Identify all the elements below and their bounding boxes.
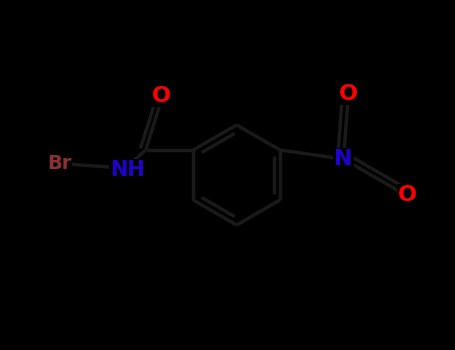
Text: N: N xyxy=(334,149,353,169)
Text: O: O xyxy=(398,186,417,205)
Text: O: O xyxy=(152,86,171,106)
Text: Br: Br xyxy=(47,154,71,173)
Text: NH: NH xyxy=(110,160,145,181)
Text: O: O xyxy=(339,84,358,104)
